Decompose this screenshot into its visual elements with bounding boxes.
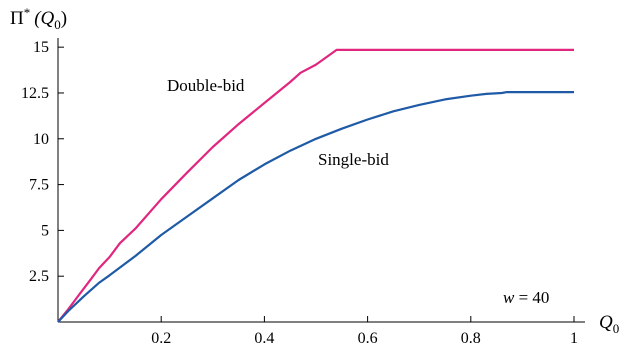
- y-axis-title-main: Π: [10, 8, 24, 29]
- x-axis-title: Q0: [599, 312, 619, 336]
- parameter-eq: = 40: [514, 288, 549, 307]
- y-tick-label: 7.5: [29, 177, 49, 194]
- y-axis-title: Π* (Q0): [10, 5, 67, 32]
- series-line-single-bid: [57, 90, 574, 323]
- y-tick-label: 10: [33, 131, 49, 148]
- x-tick-label: 0.8: [461, 330, 481, 347]
- x-axis-title-main: Q: [599, 312, 613, 333]
- double-bid-label: Double-bid: [167, 76, 245, 95]
- y-axis-title-arg: (Q: [34, 8, 54, 29]
- x-axis-title-sub: 0: [613, 321, 620, 336]
- series-line-double-bid: [57, 48, 574, 323]
- y-tick-label: 12.5: [21, 85, 49, 102]
- x-ticks: 0.2 0.4 0.6 0.8 1: [151, 316, 578, 347]
- parameter-var: w: [503, 288, 515, 307]
- x-tick-label: 0.4: [254, 330, 274, 347]
- parameter-label: w = 40: [503, 288, 549, 307]
- y-axis-title-sup: *: [24, 5, 31, 20]
- series-layer: [57, 48, 574, 323]
- y-ticks: 2.5 5 7.5 10 12.5 15: [21, 39, 64, 285]
- x-tick-label: 0.6: [358, 330, 378, 347]
- single-bid-label: Single-bid: [318, 150, 389, 169]
- y-tick-label: 15: [33, 39, 49, 56]
- x-tick-label: 0.2: [151, 330, 171, 347]
- y-tick-label: 5: [41, 222, 49, 239]
- x-tick-label: 1: [570, 330, 578, 347]
- y-axis-title-close: ): [61, 8, 67, 29]
- y-tick-label: 2.5: [29, 268, 49, 285]
- y-axis-title-sub: 0: [54, 17, 61, 32]
